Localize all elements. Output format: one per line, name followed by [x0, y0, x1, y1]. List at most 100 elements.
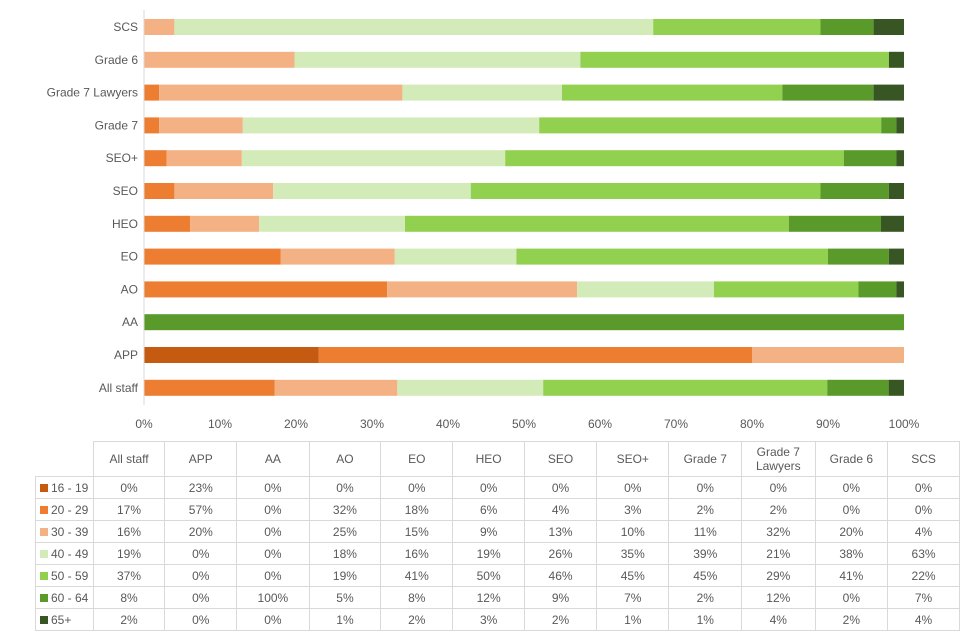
table-cell: 9% — [524, 586, 597, 609]
bar-segment — [888, 248, 904, 265]
bar-segment — [144, 19, 175, 35]
table-cell: 19% — [92, 542, 166, 565]
series-legend: 60 - 64 — [35, 586, 94, 609]
bar-segment — [144, 215, 191, 232]
table-cell: 25% — [308, 520, 382, 543]
table-cell: 0% — [164, 608, 238, 631]
category-label: SEO — [113, 184, 138, 198]
table-cell: 7% — [595, 586, 670, 609]
series-legend: 16 - 19 — [35, 476, 94, 499]
table-cell: 12% — [741, 586, 816, 609]
table-cell: 0% — [164, 586, 238, 609]
bar-segment — [896, 150, 904, 167]
table-cell: 2% — [668, 498, 743, 521]
table-cell: 0% — [92, 476, 166, 499]
table-cell: 4% — [887, 520, 960, 543]
table-cell: 2% — [524, 608, 597, 631]
bar-segment — [405, 215, 789, 232]
column-header: All staff — [92, 441, 166, 477]
table-cell: 46% — [524, 564, 597, 587]
x-tick-label: 100% — [889, 417, 920, 431]
table-cell: 18% — [308, 542, 382, 565]
bar-segment — [888, 379, 904, 396]
table-cell: 17% — [92, 498, 166, 521]
series-legend: 50 - 59 — [35, 564, 94, 587]
bar-segment — [516, 248, 828, 265]
table-cell: 13% — [524, 520, 597, 543]
table-row: 60 - 64 8% 0% 100% 5% 8% 12% 9% 7% 2% 12% 0% 7% — [35, 586, 960, 609]
bar-segment — [144, 51, 295, 68]
x-tick-label: 80% — [740, 417, 764, 431]
bar-segment — [539, 117, 882, 134]
bar-segment — [190, 215, 260, 232]
bar-segment — [827, 379, 889, 396]
table-row: 16 - 19 0% 23% 0% 0% 0% 0% 0% 0% 0% 0% 0% 0% — [35, 476, 960, 499]
x-tick-label: 60% — [588, 417, 612, 431]
legend-swatch-icon — [40, 593, 48, 602]
column-header: Grade 6 — [814, 441, 889, 477]
table-cell: 2% — [741, 498, 816, 521]
column-header: AO — [308, 441, 382, 477]
series-legend: 30 - 39 — [35, 520, 94, 543]
table-cell: 0% — [814, 586, 889, 609]
bar-segment — [144, 183, 175, 199]
table-cell: 19% — [452, 542, 526, 565]
table-cell: 23% — [164, 476, 238, 499]
table-cell: 39% — [668, 542, 743, 565]
category-label: SCS — [113, 20, 138, 34]
legend-swatch-icon — [40, 549, 48, 558]
table-cell: 0% — [887, 498, 960, 521]
table-cell: 0% — [164, 564, 238, 587]
series-name: 65+ — [51, 612, 72, 627]
bar-segment — [144, 117, 160, 134]
bar-segment — [888, 51, 904, 68]
column-header: Grade 7 Lawyers — [741, 441, 816, 477]
bar-segment — [174, 19, 654, 35]
table-cell: 8% — [92, 586, 166, 609]
bar-segment — [144, 347, 319, 363]
category-label: All staff — [99, 381, 139, 395]
bar-segment — [159, 117, 243, 134]
table-cell: 16% — [92, 520, 166, 543]
category-label: HEO — [112, 217, 138, 231]
table-cell: 0% — [236, 476, 310, 499]
table-cell: 1% — [668, 608, 743, 631]
column-header: SCS — [887, 441, 960, 477]
column-header: SEO+ — [595, 441, 670, 477]
bar-segment — [144, 150, 167, 167]
bar-segment — [653, 19, 821, 35]
table-cell: 22% — [887, 564, 960, 587]
table-cell: 3% — [595, 498, 670, 521]
table-cell: 2% — [668, 586, 743, 609]
bar-segment — [782, 84, 874, 101]
bar-segment — [159, 84, 403, 101]
table-cell: 57% — [164, 498, 238, 521]
table-row: 40 - 49 19% 0% 0% 18% 16% 19% 26% 35% 39% 21% 38% 63… — [35, 542, 960, 565]
table-row: 50 - 59 37% 0% 0% 19% 41% 50% 46% 45% 45% 29% 41% 22… — [35, 564, 960, 587]
table-cell: 1% — [595, 608, 670, 631]
x-tick-label: 90% — [816, 417, 840, 431]
column-header: AA — [236, 441, 310, 477]
bar-segment — [470, 183, 821, 199]
table-cell: 0% — [887, 476, 960, 499]
table-cell: 0% — [814, 498, 889, 521]
bar-segment — [241, 150, 506, 167]
table-cell: 0% — [452, 476, 526, 499]
table-cell: 6% — [452, 498, 526, 521]
table-cell: 32% — [308, 498, 382, 521]
category-label: APP — [114, 348, 138, 362]
bar-segment — [505, 150, 844, 167]
bar-segment — [402, 84, 562, 101]
stacked-bar-chart: All staff APP AA AO EO HEO SEO SEO+ Grade 7 Grade… — [47, 10, 920, 431]
bar-segment — [294, 51, 581, 68]
table-cell: 1% — [308, 608, 382, 631]
legend-swatch-icon — [40, 615, 48, 624]
category-label: EO — [121, 250, 138, 264]
table-cell: 4% — [741, 608, 816, 631]
bar-segment — [397, 379, 544, 396]
table-cell: 18% — [380, 498, 454, 521]
category-label: AO — [121, 282, 138, 296]
table-cell: 38% — [814, 542, 889, 565]
table-cell: 2% — [380, 608, 454, 631]
